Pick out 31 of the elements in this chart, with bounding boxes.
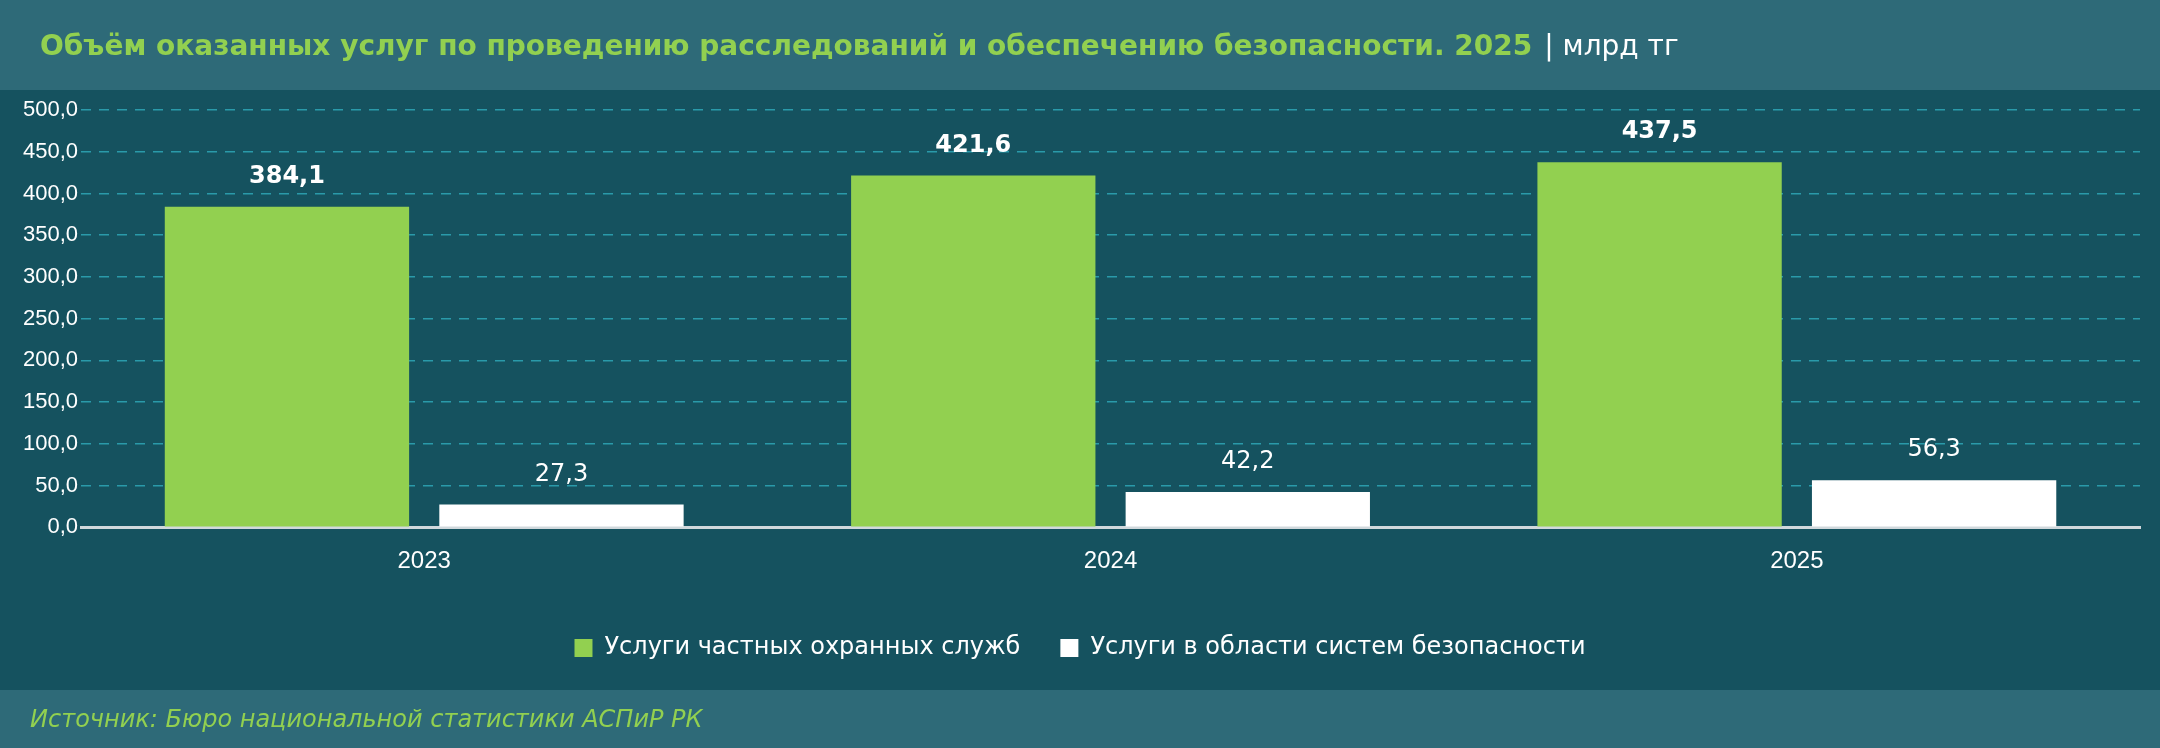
- data-label: 384,1: [248, 160, 325, 189]
- y-tick-label: 400,0: [22, 179, 79, 205]
- y-tick-label: 350,0: [22, 221, 79, 247]
- data-label: 42,2: [1221, 446, 1275, 475]
- y-tick-label: 450,0: [22, 137, 79, 163]
- data-label: 56,3: [1907, 434, 1961, 463]
- y-tick-label: 500,0: [22, 96, 79, 122]
- data-label: 421,6: [935, 129, 1012, 158]
- chart-subtitle: | млрд тг: [1544, 28, 1679, 62]
- bar: [164, 206, 410, 527]
- legend-label: Услуги частных охранных служб: [604, 632, 1021, 661]
- x-tick-label: 2023: [397, 546, 451, 574]
- bar: [439, 504, 684, 527]
- data-label: 437,5: [1621, 116, 1698, 145]
- y-tick-label: 0,0: [47, 513, 79, 539]
- y-tick-label: 50,0: [35, 471, 79, 497]
- bar: [851, 175, 1096, 527]
- data-label: 27,3: [534, 458, 589, 487]
- text: Источник: Бюро национальной статистики АСПиР РК: [0, 690, 2160, 748]
- bar: [1811, 480, 2057, 527]
- y-tick-label: 300,0: [22, 262, 79, 288]
- bar: [1537, 162, 1782, 527]
- y-tick-label: 200,0: [22, 346, 79, 372]
- y-tick-label: 150,0: [22, 388, 79, 414]
- chart-title: Объём оказанных услуг по проведению расследований и обеспечению безопасности. 2025: [40, 28, 1533, 62]
- x-tick-label: 2025: [1770, 546, 1824, 574]
- x-tick-label: 2024: [1083, 546, 1138, 574]
- y-tick-label: 100,0: [22, 429, 79, 455]
- bar: [1125, 491, 1370, 527]
- legend-label: Услуги в области систем безопасности: [1090, 632, 1586, 661]
- y-tick-label: 250,0: [22, 304, 79, 330]
